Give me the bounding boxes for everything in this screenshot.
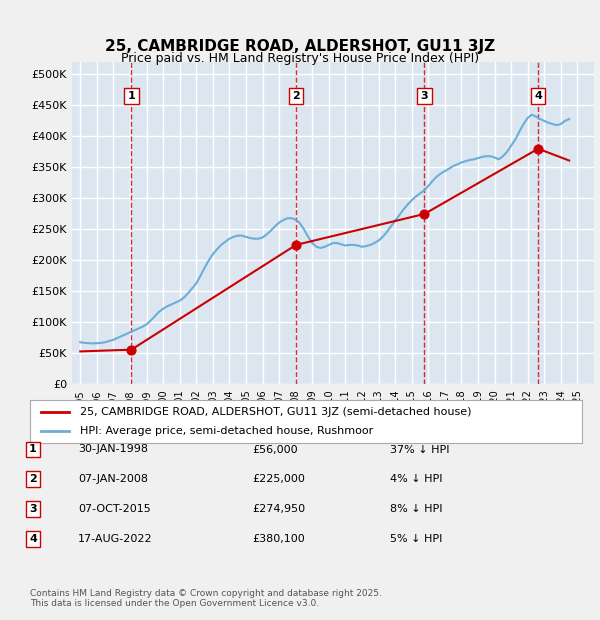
Text: Price paid vs. HM Land Registry's House Price Index (HPI): Price paid vs. HM Land Registry's House … <box>121 53 479 65</box>
Text: 4: 4 <box>534 91 542 101</box>
Text: 17-AUG-2022: 17-AUG-2022 <box>78 534 152 544</box>
Text: 4: 4 <box>29 534 37 544</box>
Text: 25, CAMBRIDGE ROAD, ALDERSHOT, GU11 3JZ: 25, CAMBRIDGE ROAD, ALDERSHOT, GU11 3JZ <box>105 39 495 54</box>
Text: 07-JAN-2008: 07-JAN-2008 <box>78 474 148 484</box>
Text: 2: 2 <box>29 474 37 484</box>
Text: £274,950: £274,950 <box>252 504 305 514</box>
Text: £380,100: £380,100 <box>252 534 305 544</box>
Text: HPI: Average price, semi-detached house, Rushmoor: HPI: Average price, semi-detached house,… <box>80 426 373 436</box>
Text: 4% ↓ HPI: 4% ↓ HPI <box>390 474 443 484</box>
Text: 37% ↓ HPI: 37% ↓ HPI <box>390 445 449 454</box>
Point <box>533 144 543 154</box>
Text: Contains HM Land Registry data © Crown copyright and database right 2025.
This d: Contains HM Land Registry data © Crown c… <box>30 588 382 608</box>
Point <box>419 209 429 219</box>
Point <box>291 240 301 250</box>
Text: 25, CAMBRIDGE ROAD, ALDERSHOT, GU11 3JZ (semi-detached house): 25, CAMBRIDGE ROAD, ALDERSHOT, GU11 3JZ … <box>80 407 471 417</box>
Text: £225,000: £225,000 <box>252 474 305 484</box>
Text: 5% ↓ HPI: 5% ↓ HPI <box>390 534 442 544</box>
Text: 3: 3 <box>421 91 428 101</box>
Text: £56,000: £56,000 <box>252 445 298 454</box>
Text: 2: 2 <box>292 91 300 101</box>
Text: 1: 1 <box>127 91 135 101</box>
Text: 30-JAN-1998: 30-JAN-1998 <box>78 445 148 454</box>
Point <box>127 345 136 355</box>
Text: 3: 3 <box>29 504 37 514</box>
Text: 8% ↓ HPI: 8% ↓ HPI <box>390 504 443 514</box>
Text: 07-OCT-2015: 07-OCT-2015 <box>78 504 151 514</box>
Text: 1: 1 <box>29 445 37 454</box>
